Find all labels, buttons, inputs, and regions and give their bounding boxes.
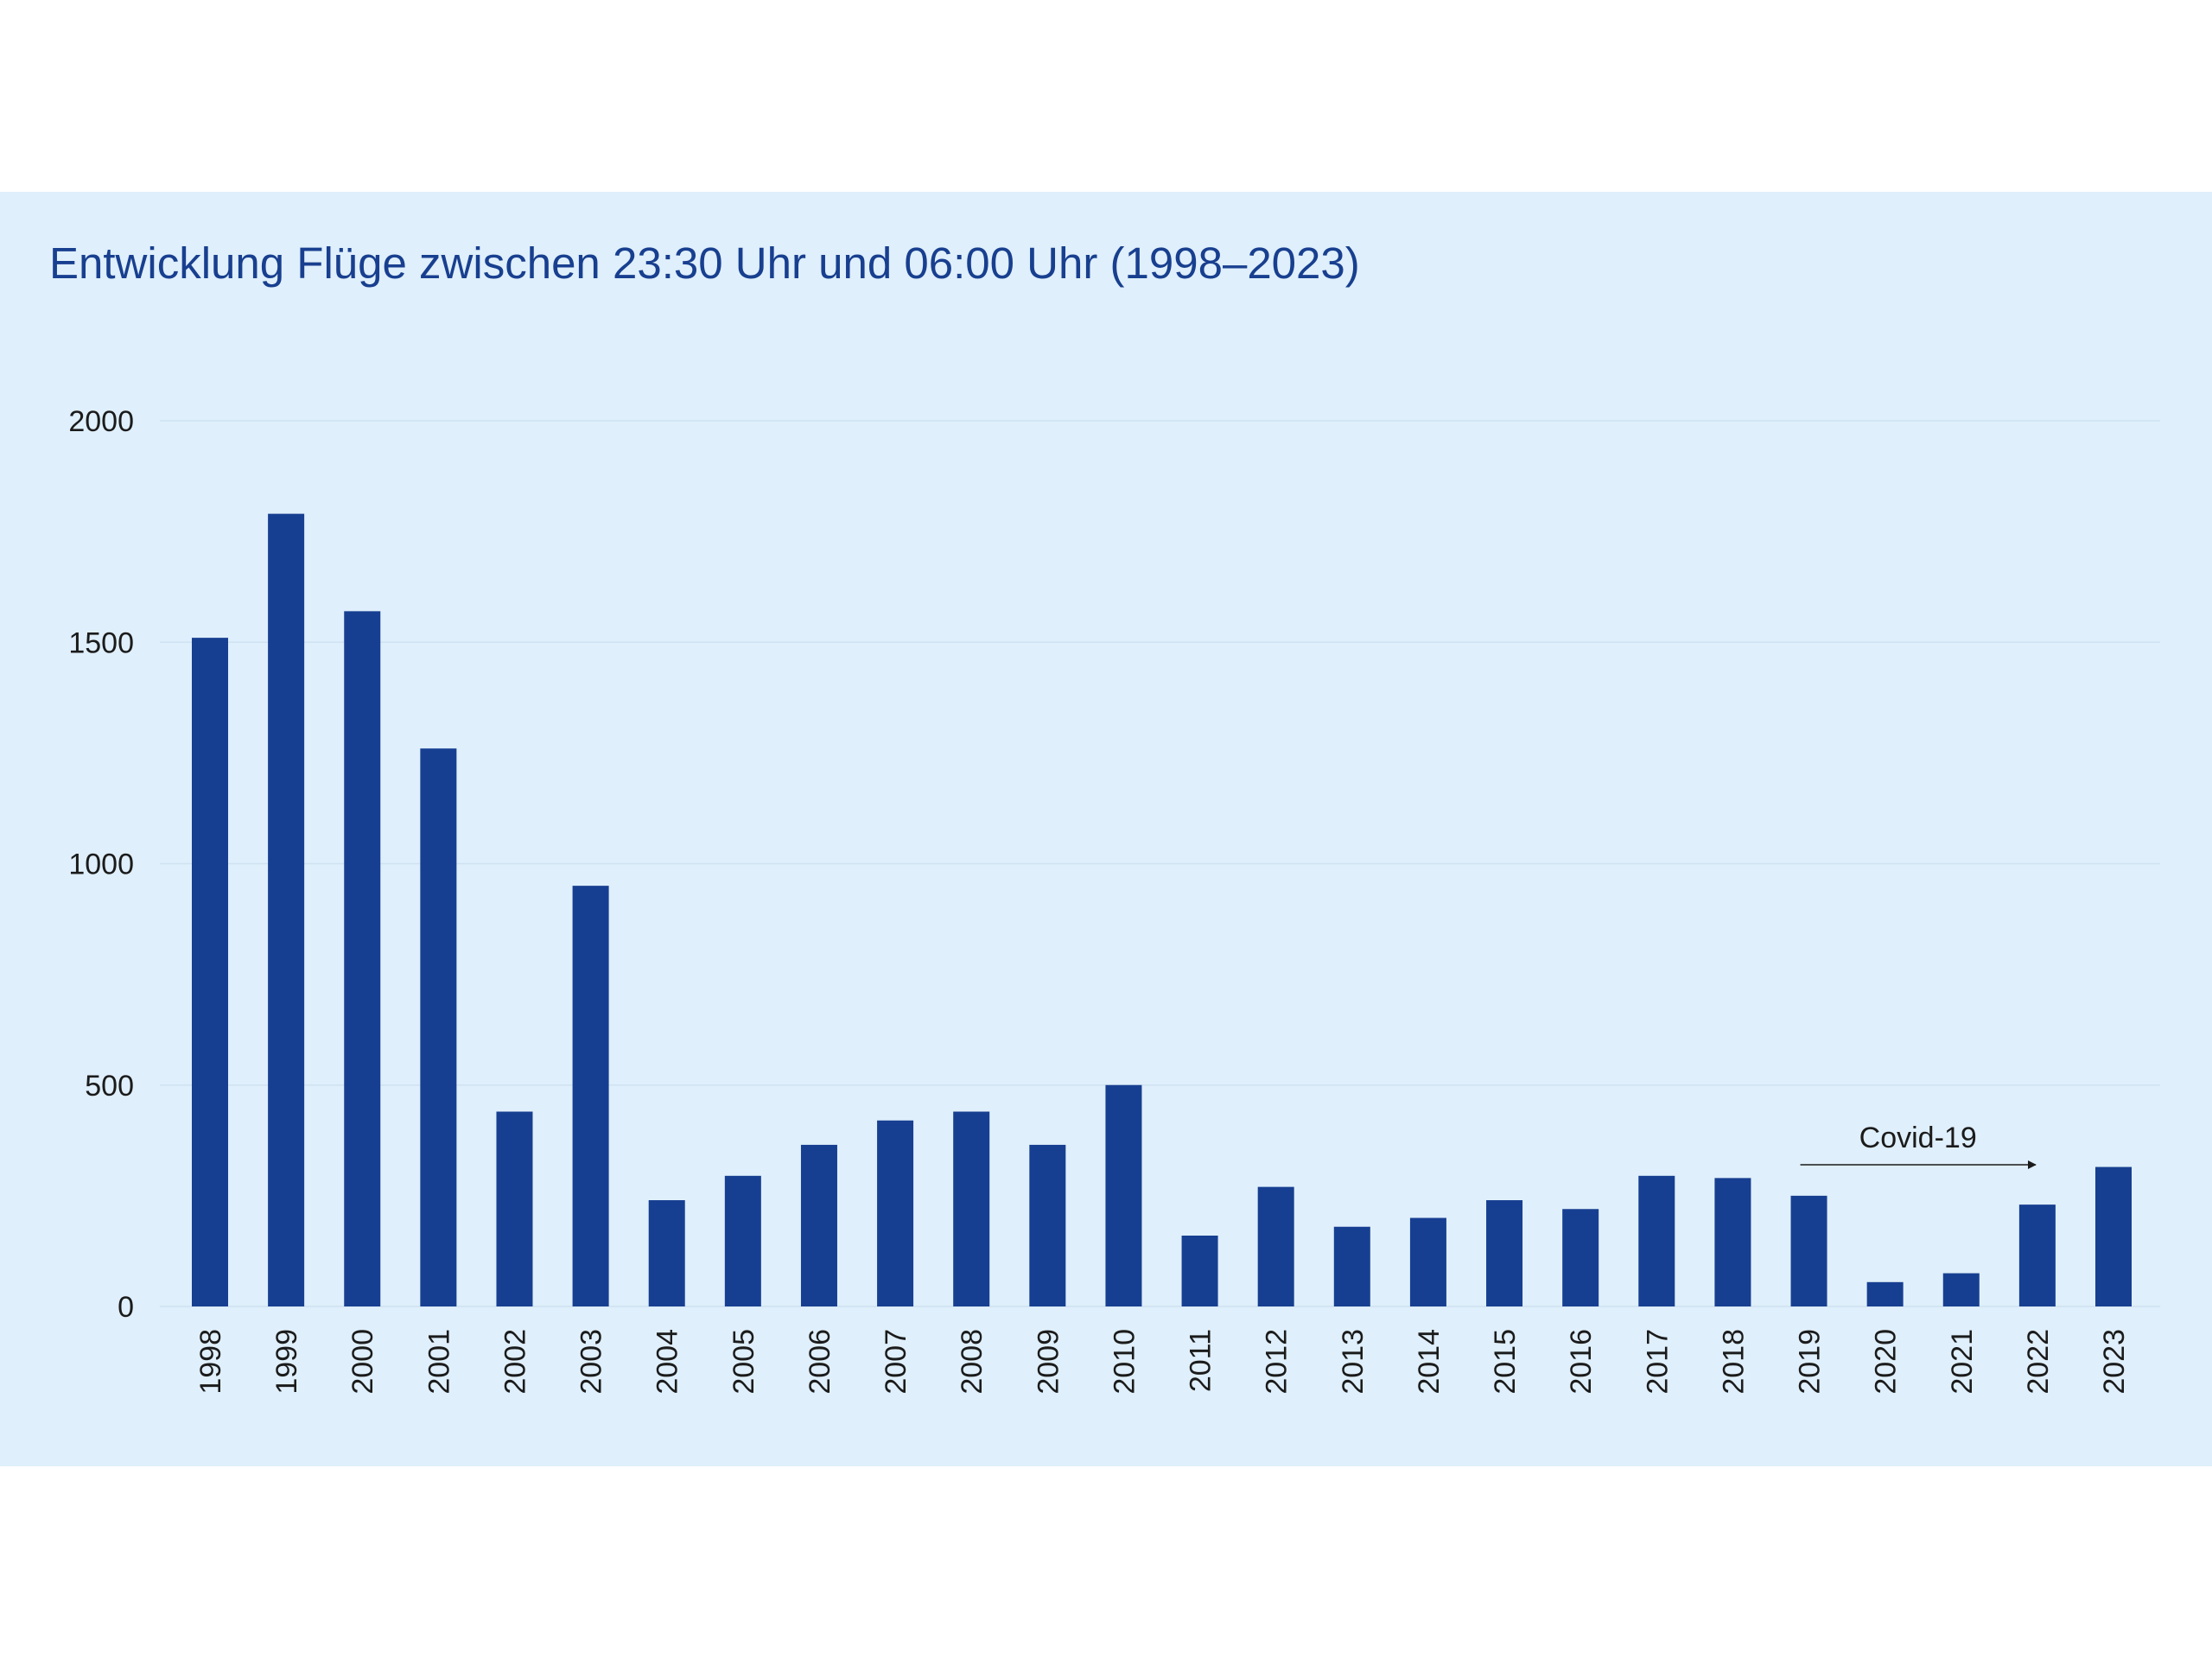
annotations: Covid-19 (1800, 1122, 2037, 1169)
bar-2021 (1942, 1273, 1980, 1306)
chart-title: Entwicklung Flüge zwischen 23:30 Uhr und… (49, 238, 1360, 288)
bar-2013 (1333, 1226, 1370, 1306)
bar-2022 (2018, 1205, 2056, 1306)
bar-1998 (192, 638, 228, 1306)
x-tick-label: 2008 (956, 1329, 988, 1395)
x-axis-tick-labels: 1998 1999 2000 2001 2002 2003 2004 2005 2006 2007… (194, 1329, 2131, 1395)
x-tick-label: 2011 (1185, 1329, 1217, 1392)
x-tick-label: 2001 (423, 1329, 455, 1395)
bar-2020 (1866, 1281, 1904, 1306)
x-tick-label: 2010 (1108, 1329, 1141, 1395)
x-tick-label: 2005 (728, 1329, 760, 1395)
y-tick-label: 500 (85, 1070, 134, 1103)
bar-2017 (1638, 1175, 1675, 1306)
bar-2012 (1257, 1186, 1294, 1306)
covid-annotation-label: Covid-19 (1859, 1122, 1977, 1154)
bar-2016 (1562, 1209, 1599, 1306)
bar-2015 (1486, 1200, 1523, 1306)
bar-2007 (877, 1120, 914, 1306)
bar-2006 (800, 1144, 837, 1306)
x-tick-label: 2021 (1946, 1329, 1979, 1395)
x-tick-label: 2023 (2098, 1329, 2131, 1395)
y-tick-label: 1500 (68, 626, 134, 659)
bar-2003 (572, 886, 609, 1306)
gridlines (160, 420, 2160, 1307)
bar-2023 (2095, 1166, 2132, 1306)
bar-2019 (1790, 1195, 1827, 1306)
y-axis-tick-labels: 0 500 1000 1500 2000 (68, 405, 134, 1324)
x-tick-label: 2007 (880, 1329, 912, 1395)
x-tick-label: 1999 (270, 1329, 303, 1395)
x-tick-label: 2006 (804, 1329, 836, 1395)
x-tick-label: 2022 (2022, 1329, 2055, 1395)
x-tick-label: 2015 (1489, 1329, 1522, 1395)
x-tick-label: 2018 (1717, 1329, 1750, 1395)
x-tick-label: 2014 (1413, 1329, 1446, 1395)
bar-1999 (268, 513, 305, 1306)
bar-2018 (1714, 1178, 1751, 1306)
x-tick-label: 2016 (1565, 1329, 1598, 1395)
bar-2008 (953, 1111, 990, 1306)
x-tick-label: 2020 (1870, 1329, 1903, 1395)
bar-2005 (724, 1175, 761, 1306)
bar-2001 (420, 748, 457, 1306)
bars (192, 513, 2132, 1306)
y-tick-label: 1000 (68, 849, 134, 881)
x-tick-label: 2013 (1337, 1329, 1370, 1395)
x-tick-label: 2004 (652, 1329, 684, 1395)
x-tick-label: 2000 (346, 1329, 379, 1395)
bar-2014 (1409, 1217, 1446, 1306)
y-tick-label: 2000 (68, 405, 134, 438)
bar-2009 (1029, 1144, 1066, 1306)
x-tick-label: 2002 (499, 1329, 531, 1395)
bar-2004 (648, 1200, 685, 1306)
y-tick-label: 0 (118, 1291, 134, 1324)
x-tick-label: 2012 (1261, 1329, 1294, 1395)
bar-2011 (1181, 1236, 1218, 1306)
x-tick-label: 2003 (575, 1329, 608, 1395)
bar-2010 (1105, 1084, 1142, 1306)
x-tick-label: 2009 (1032, 1329, 1065, 1395)
bar-2002 (496, 1111, 533, 1306)
bar-2000 (344, 611, 381, 1306)
x-tick-label: 2017 (1641, 1329, 1674, 1395)
x-tick-label: 2019 (1794, 1329, 1827, 1395)
x-tick-label: 1998 (194, 1329, 227, 1395)
